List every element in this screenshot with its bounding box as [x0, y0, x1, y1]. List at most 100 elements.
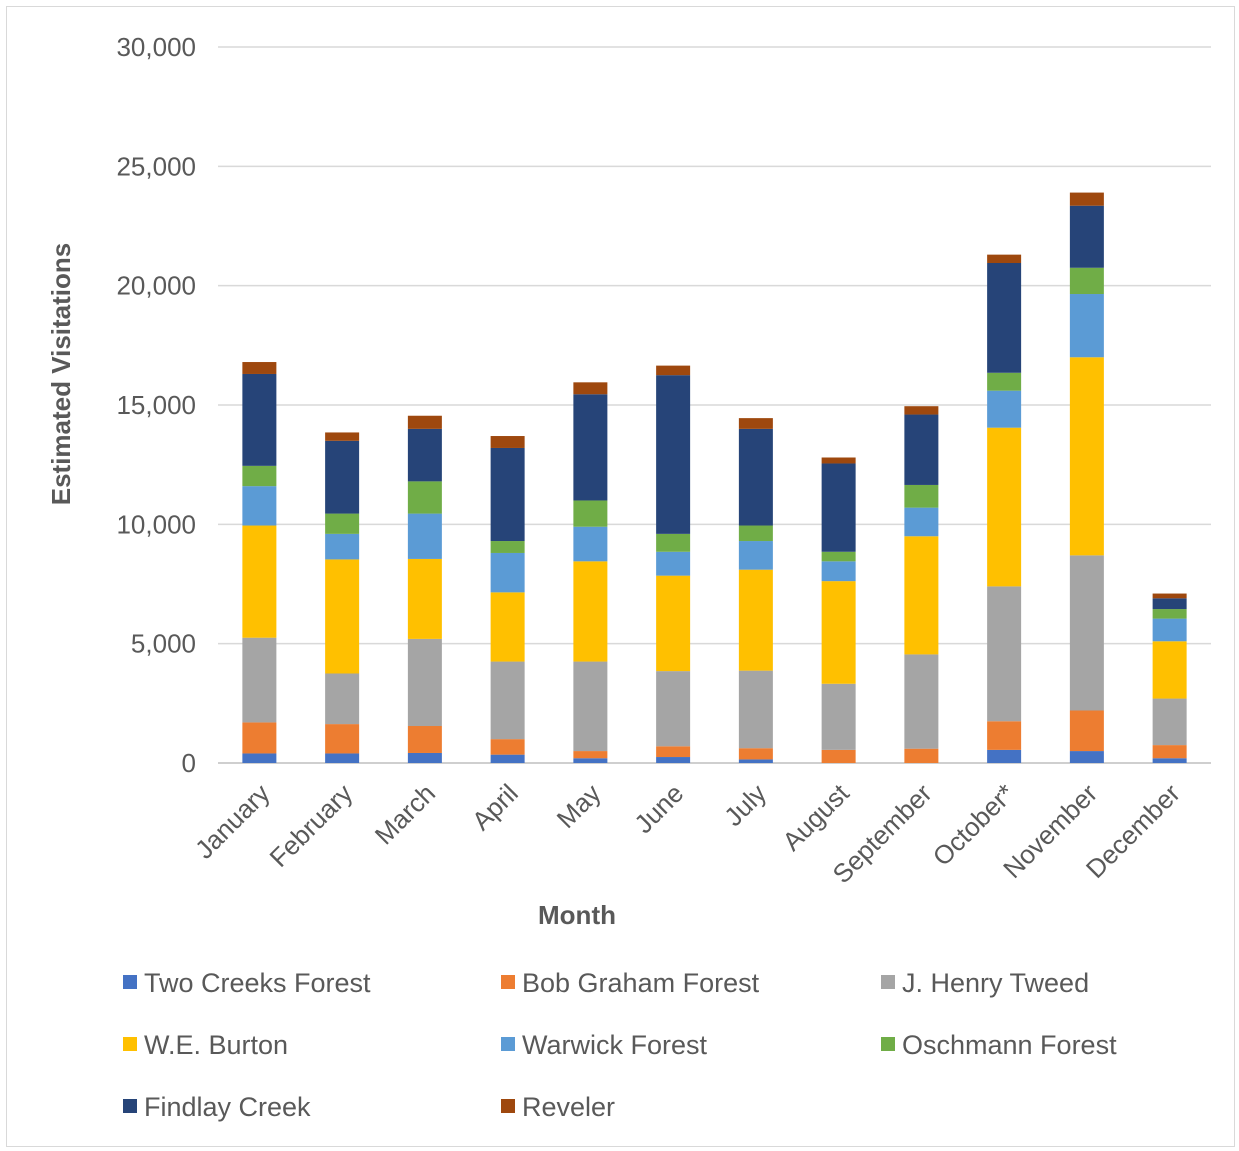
bar-segment — [738, 428, 773, 526]
bar-segment — [738, 748, 773, 760]
bar-segment — [1152, 593, 1187, 599]
legend-swatch — [123, 975, 137, 989]
bar-segment — [1152, 618, 1187, 642]
legend-label: Bob Graham Forest — [522, 968, 760, 998]
bar-segment — [490, 552, 525, 593]
legend-swatch — [501, 1037, 515, 1051]
legend-label: Oschmann Forest — [902, 1030, 1117, 1060]
bar-segment — [738, 541, 773, 570]
legend-swatch — [501, 1099, 515, 1113]
legend-item: Warwick Forest — [501, 1030, 708, 1060]
legend-label: J. Henry Tweed — [902, 968, 1089, 998]
bar-segment — [573, 758, 608, 763]
bar-segment — [242, 465, 277, 487]
y-tick-label: 10,000 — [116, 509, 196, 539]
legend-swatch — [881, 975, 895, 989]
x-tick-label: April — [466, 778, 524, 836]
y-tick-label: 30,000 — [116, 32, 196, 62]
bar-segment — [242, 722, 277, 754]
bar-segment — [987, 749, 1022, 763]
bar-segment — [656, 365, 691, 376]
legend: Two Creeks Forest Bob Graham Forest J. Hen… — [123, 968, 1117, 1122]
bar-segment — [821, 683, 856, 750]
bar-segment — [242, 753, 277, 763]
bar-segment — [490, 754, 525, 763]
bar-segment — [656, 533, 691, 552]
x-tick-label: July — [718, 778, 772, 832]
legend-label: Findlay Creek — [144, 1092, 311, 1122]
bar-segment — [656, 746, 691, 758]
y-tick-label: 25,000 — [116, 151, 196, 181]
bar-segment — [904, 748, 939, 763]
bar-segment — [407, 428, 442, 482]
x-tick-label: June — [628, 778, 689, 839]
bar-segment — [656, 551, 691, 576]
bar-segment — [821, 457, 856, 464]
bar-segment — [325, 440, 360, 514]
bar-segment — [325, 724, 360, 754]
bar-segment — [1069, 555, 1104, 711]
bar-segment — [407, 726, 442, 753]
bar-segment — [656, 757, 691, 763]
bar-segment — [573, 500, 608, 527]
bar-segment — [987, 721, 1022, 750]
bar-segment — [1152, 758, 1187, 763]
legend-item: J. Henry Tweed — [881, 968, 1089, 998]
bar-segment — [821, 463, 856, 552]
bar-segment — [738, 569, 773, 671]
bar-segment — [242, 373, 277, 466]
bar-segment — [325, 533, 360, 560]
bar-segment — [904, 406, 939, 415]
bar-segment — [573, 394, 608, 501]
bar-segment — [821, 581, 856, 684]
bar-segment — [1152, 698, 1187, 746]
x-tick-label: August — [776, 777, 855, 856]
bar-segment — [987, 390, 1022, 428]
bar-segment — [1152, 609, 1187, 619]
bar-segment — [656, 575, 691, 672]
bar-segment — [325, 559, 360, 674]
legend-item: W.E. Burton — [123, 1030, 288, 1060]
bar-segment — [1069, 205, 1104, 268]
bar-segment — [987, 427, 1022, 587]
bar-segment — [987, 372, 1022, 391]
bar-segment — [242, 362, 277, 374]
x-tick-label: May — [551, 778, 607, 834]
x-axis-title: Month — [538, 900, 616, 930]
bar-segment — [904, 536, 939, 655]
bar-segment — [490, 541, 525, 553]
y-tick-label: 15,000 — [116, 390, 196, 420]
bar-segment — [325, 432, 360, 441]
legend-swatch — [501, 975, 515, 989]
y-tick-label: 20,000 — [116, 271, 196, 301]
bar-segment — [987, 586, 1022, 722]
bar-segment — [407, 481, 442, 514]
bar-segment — [573, 661, 608, 752]
x-tick-label: February — [264, 778, 359, 873]
bar-segment — [407, 752, 442, 763]
bar-segment — [1069, 710, 1104, 752]
bar-segment — [490, 592, 525, 662]
bar-segment — [904, 414, 939, 485]
bar-segment — [242, 486, 277, 526]
bar-segment — [1069, 357, 1104, 556]
bar-segment — [573, 751, 608, 759]
bar-segment — [407, 415, 442, 429]
bar-segment — [242, 637, 277, 723]
legend-label: Two Creeks Forest — [144, 968, 371, 998]
legend-item: Findlay Creek — [123, 1092, 311, 1122]
legend-item: Two Creeks Forest — [123, 968, 371, 998]
bar-segment — [738, 525, 773, 542]
bar-segment — [242, 525, 277, 638]
bar-segment — [738, 759, 773, 763]
bar-segment — [987, 262, 1022, 373]
bar-segment — [656, 375, 691, 534]
bar-segment — [904, 507, 939, 537]
bar-segment — [821, 551, 856, 562]
bar-segment — [738, 670, 773, 749]
bar-segment — [407, 638, 442, 727]
bar-segment — [821, 561, 856, 582]
bar-segment — [325, 513, 360, 534]
